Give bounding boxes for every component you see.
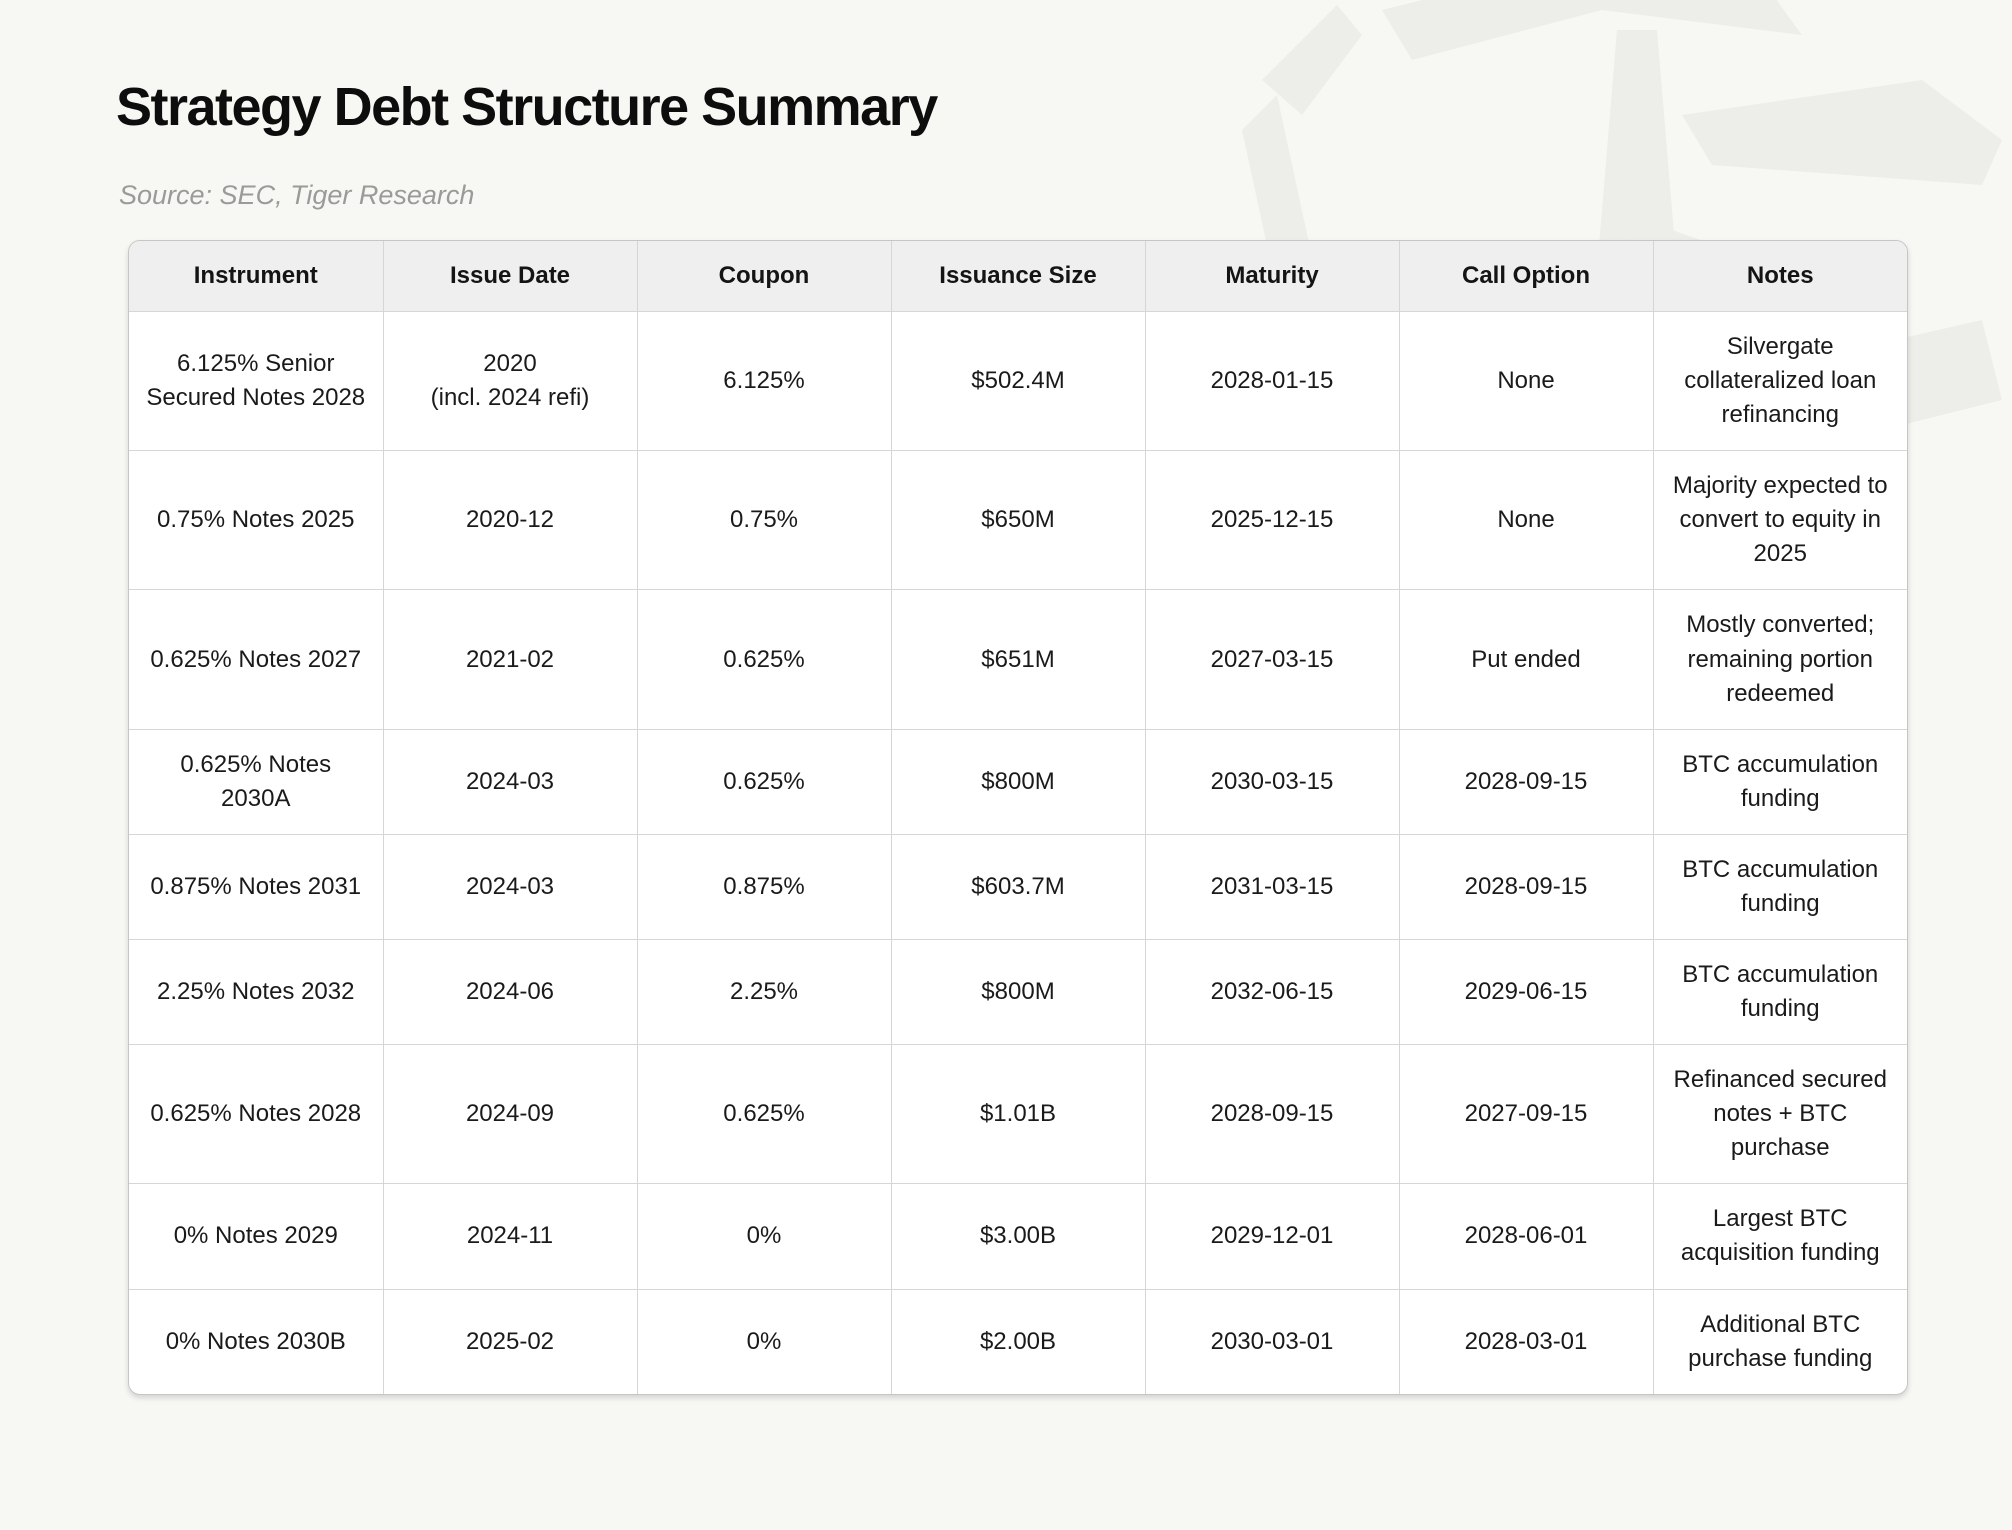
- table-cell: 2029-12-01: [1145, 1183, 1400, 1290]
- table-cell: Put ended: [1399, 589, 1654, 730]
- table-cell: 2029-06-15: [1399, 939, 1654, 1046]
- table-cell: 2020 (incl. 2024 refi): [383, 311, 638, 452]
- table-cell: 2025-02: [383, 1289, 638, 1394]
- table-cell: 2025-12-15: [1145, 450, 1400, 591]
- column-header: Issue Date: [383, 241, 638, 312]
- table-cell: $603.7M: [891, 834, 1146, 941]
- table-cell: BTC accumulation funding: [1653, 939, 1907, 1046]
- debt-table-container: Instrument Issue Date Coupon Issuance Size M…: [128, 240, 1908, 1395]
- table-body: 6.125% Senior Secured Notes 2028 2020 (in…: [129, 311, 1907, 1394]
- table-cell: $800M: [891, 729, 1146, 835]
- table-cell: 2024-03: [383, 729, 638, 835]
- table-cell: 2020-12: [383, 450, 638, 591]
- table-cell: $651M: [891, 589, 1146, 730]
- table-row: 0% Notes 2030B 2025-02 0% $2.00B 2030-03-01 2…: [129, 1289, 1907, 1394]
- table-cell: 0.75% Notes 2025: [129, 450, 384, 591]
- table-cell: $2.00B: [891, 1289, 1146, 1394]
- table-cell: 0.625% Notes 2030A: [129, 729, 384, 835]
- table-cell: 2030-03-15: [1145, 729, 1400, 835]
- table-cell: 2030-03-01: [1145, 1289, 1400, 1394]
- table-cell: $800M: [891, 939, 1146, 1046]
- table-cell: $1.01B: [891, 1044, 1146, 1185]
- table-cell: 0% Notes 2029: [129, 1183, 384, 1290]
- table-cell: 6.125%: [637, 311, 892, 452]
- table-row: 0.625% Notes 2027 2021-02 0.625% $651M 2027-…: [129, 589, 1907, 730]
- header-row: Instrument Issue Date Coupon Issuance Size M…: [129, 241, 1907, 312]
- table-cell: None: [1399, 450, 1654, 591]
- table-cell: 2028-09-15: [1399, 729, 1654, 835]
- debt-table: Instrument Issue Date Coupon Issuance Size M…: [129, 241, 1907, 1394]
- table-cell: 0.625% Notes 2028: [129, 1044, 384, 1185]
- table-row: 0% Notes 2029 2024-11 0% $3.00B 2029-12-01 20…: [129, 1183, 1907, 1290]
- table-cell: 2021-02: [383, 589, 638, 730]
- table-cell: 2028-01-15: [1145, 311, 1400, 452]
- table-cell: 0.875% Notes 2031: [129, 834, 384, 941]
- table-row: 2.25% Notes 2032 2024-06 2.25% $800M 2032-06…: [129, 939, 1907, 1046]
- table-cell: 0% Notes 2030B: [129, 1289, 384, 1394]
- table-cell: 2028-03-01: [1399, 1289, 1654, 1394]
- table-cell: Refinanced secured notes + BTC purchase: [1653, 1044, 1907, 1185]
- table-cell: BTC accumulation funding: [1653, 729, 1907, 835]
- table-cell: 2024-09: [383, 1044, 638, 1185]
- column-header: Coupon: [637, 241, 892, 312]
- table-cell: 2027-03-15: [1145, 589, 1400, 730]
- column-header: Call Option: [1399, 241, 1654, 312]
- table-cell: 0.625%: [637, 1044, 892, 1185]
- table-cell: 0.625%: [637, 589, 892, 730]
- table-row: 0.875% Notes 2031 2024-03 0.875% $603.7M 203…: [129, 834, 1907, 941]
- table-cell: Mostly converted; remaining portion rede…: [1653, 589, 1907, 730]
- page-title: Strategy Debt Structure Summary: [116, 77, 938, 137]
- table-cell: 0.625% Notes 2027: [129, 589, 384, 730]
- table-cell: 2024-06: [383, 939, 638, 1046]
- table-cell: 2028-09-15: [1145, 1044, 1400, 1185]
- table-cell: 0.75%: [637, 450, 892, 591]
- table-row: 6.125% Senior Secured Notes 2028 2020 (in…: [129, 311, 1907, 452]
- table-cell: Largest BTC acquisition funding: [1653, 1183, 1907, 1290]
- table-cell: 2028-09-15: [1399, 834, 1654, 941]
- table-row: 0.625% Notes 2028 2024-09 0.625% $1.01B 2028…: [129, 1044, 1907, 1185]
- table-cell: $650M: [891, 450, 1146, 591]
- column-header: Instrument: [129, 241, 384, 312]
- table-cell: 2031-03-15: [1145, 834, 1400, 941]
- table-cell: Additional BTC purchase funding: [1688, 1310, 1873, 1372]
- table-cell: 2032-06-15: [1145, 939, 1400, 1046]
- table-cell: 2.25%: [637, 939, 892, 1046]
- table-cell: 0%: [637, 1183, 892, 1290]
- table-cell: $3.00B: [891, 1183, 1146, 1290]
- table-cell: 6.125% Senior Secured Notes 2028: [129, 311, 384, 452]
- table-cell: $502.4M: [891, 311, 1146, 452]
- table-row: 0.625% Notes 2030A 2024-03 0.625% $800M 2030…: [129, 729, 1907, 835]
- table-cell: 0.625%: [637, 729, 892, 835]
- table-cell: 0.875%: [637, 834, 892, 941]
- table-cell: 2.25% Notes 2032: [129, 939, 384, 1046]
- column-header: Notes: [1653, 241, 1907, 312]
- column-header: Maturity: [1145, 241, 1400, 312]
- table-cell: 2024-03: [383, 834, 638, 941]
- table-cell: BTC accumulation funding: [1653, 834, 1907, 941]
- column-header: Issuance Size: [891, 241, 1146, 312]
- table-cell: 2024-11: [383, 1183, 638, 1290]
- table-row: 0.75% Notes 2025 2020-12 0.75% $650M 2025-12…: [129, 450, 1907, 591]
- table-cell: Majority expected to convert to equity i…: [1653, 450, 1907, 591]
- table-cell: 0%: [637, 1289, 892, 1394]
- table-cell: 2027-09-15: [1399, 1044, 1654, 1185]
- table-cell: None: [1399, 311, 1654, 452]
- source-caption: Source: SEC, Tiger Research: [119, 180, 475, 210]
- table-cell: 2028-06-01: [1399, 1183, 1654, 1290]
- table-cell: Silvergate collateralized loan refinanci…: [1653, 311, 1907, 452]
